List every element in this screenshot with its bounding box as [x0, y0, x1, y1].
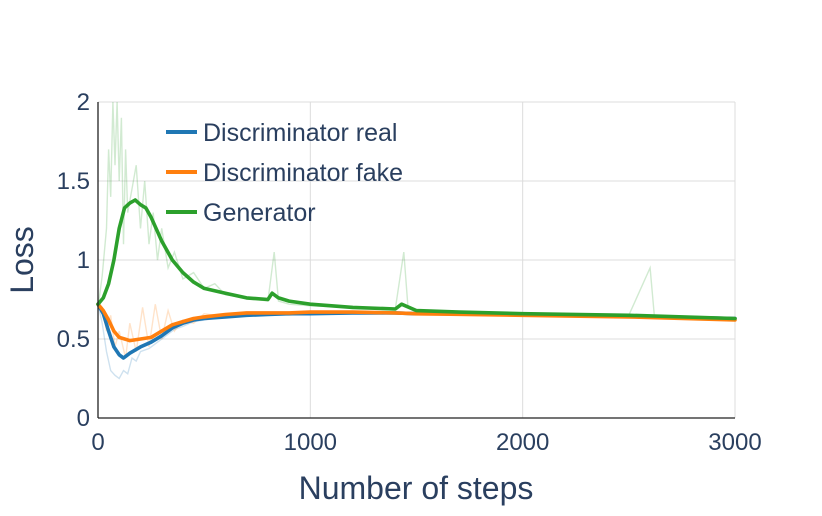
- x-tick-label: 3000: [708, 429, 761, 456]
- smoothed-series-lines: [96, 198, 737, 360]
- legend-label: Discriminator fake: [203, 159, 403, 187]
- legend-item: Generator: [166, 199, 316, 227]
- legend-item: Discriminator fake: [166, 159, 403, 187]
- raw-series-lines: [97, 101, 736, 380]
- y-tick-label: 1: [77, 247, 90, 274]
- legend-label: Generator: [203, 199, 316, 227]
- y-tick-label: 1.5: [57, 168, 90, 195]
- y-gridlines: [98, 101, 735, 340]
- x-tick-label: 0: [91, 429, 104, 456]
- legend-item: Discriminator real: [166, 119, 397, 147]
- y-tick-labels: 0 0.5 1 1.5 2: [57, 89, 90, 432]
- y-tick-label: 0.5: [57, 326, 90, 353]
- x-tick-label: 1000: [284, 429, 337, 456]
- series-line-generator: [96, 198, 737, 321]
- y-axis-title: Loss: [4, 226, 40, 294]
- y-tick-label: 0: [77, 405, 90, 432]
- legend-label: Discriminator real: [203, 119, 397, 147]
- x-tick-label: 2000: [496, 429, 549, 456]
- legend: Discriminator real Discriminator fake Gene…: [166, 119, 403, 227]
- x-axis-title: Number of steps: [299, 470, 534, 506]
- y-tick-label: 2: [77, 89, 90, 116]
- x-tick-labels: 0 1000 2000 3000: [91, 429, 761, 456]
- series-line-discriminator-fake: [96, 302, 737, 343]
